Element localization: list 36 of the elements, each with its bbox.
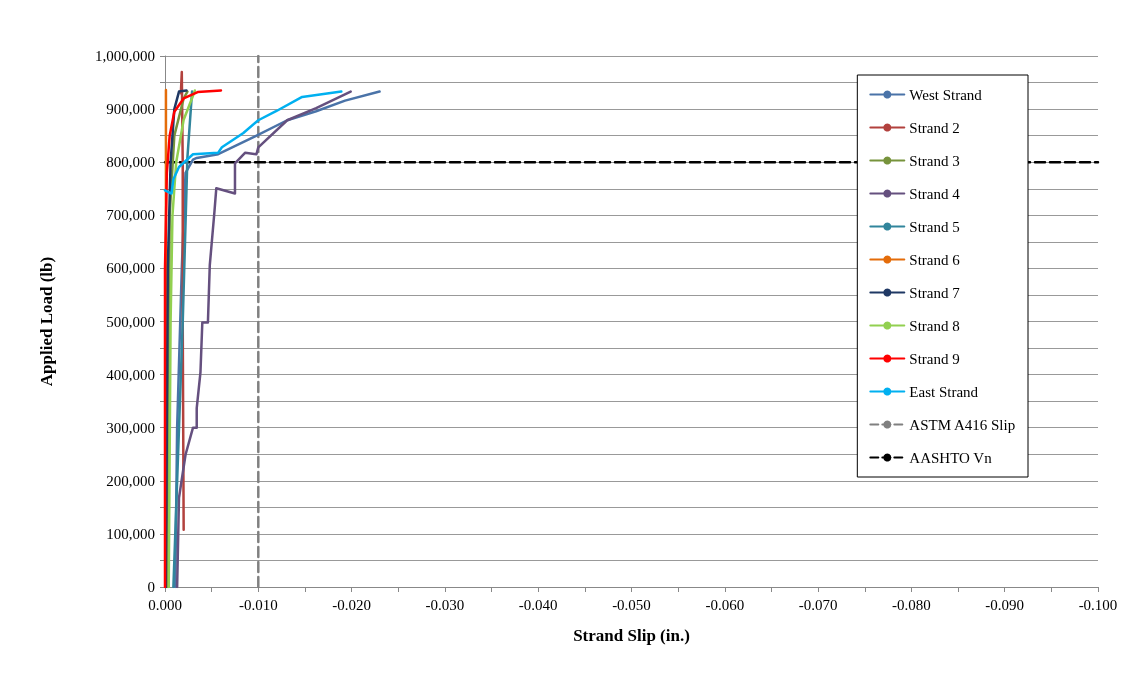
legend-label: Strand 7: [909, 284, 961, 301]
x-tick-label: -0.070: [798, 596, 838, 613]
x-tick-label: 0.000: [148, 596, 182, 613]
legend-label: ASTM A416 Slip: [909, 416, 1016, 433]
y-tick-label: 100,000: [106, 525, 155, 542]
legend-label: AASHTO Vn: [909, 449, 993, 466]
legend-label: Strand 4: [909, 185, 961, 202]
y-tick-label: 500,000: [106, 313, 155, 330]
legend-label: Strand 5: [909, 218, 960, 235]
x-tick-label: -0.020: [332, 596, 371, 613]
legend-label: West Strand: [909, 86, 983, 103]
y-tick-label: 200,000: [106, 472, 155, 489]
legend-label: Strand 2: [909, 119, 960, 136]
legend-label: Strand 8: [909, 317, 960, 334]
y-tick-label: 300,000: [106, 419, 155, 436]
y-tick-label: 400,000: [106, 366, 155, 383]
x-tick-label: -0.060: [705, 596, 745, 613]
y-tick-label: 600,000: [106, 260, 155, 277]
x-tick-label: -0.050: [612, 596, 651, 613]
x-axis-title: Strand Slip (in.): [573, 626, 690, 645]
y-tick-label: 800,000: [106, 154, 155, 171]
x-tick-label: -0.010: [238, 596, 278, 613]
y-tick-label: 700,000: [106, 207, 155, 224]
legend-label: Strand 9: [909, 350, 960, 367]
y-tick-label: 1,000,000: [95, 48, 155, 64]
legend-label: Strand 6: [909, 251, 961, 268]
x-tick-label: -0.100: [1078, 596, 1118, 613]
x-tick-label: -0.040: [518, 596, 558, 613]
y-tick-label: 900,000: [106, 101, 155, 118]
y-axis-title: Applied Load (lb): [37, 256, 56, 387]
legend-label: East Strand: [909, 383, 979, 400]
x-tick-label: -0.080: [892, 596, 931, 613]
y-tick-label: 0: [147, 579, 155, 595]
x-tick-label: -0.090: [985, 596, 1025, 613]
x-tick-label: -0.030: [425, 596, 465, 613]
legend-label: Strand 3: [909, 152, 960, 169]
